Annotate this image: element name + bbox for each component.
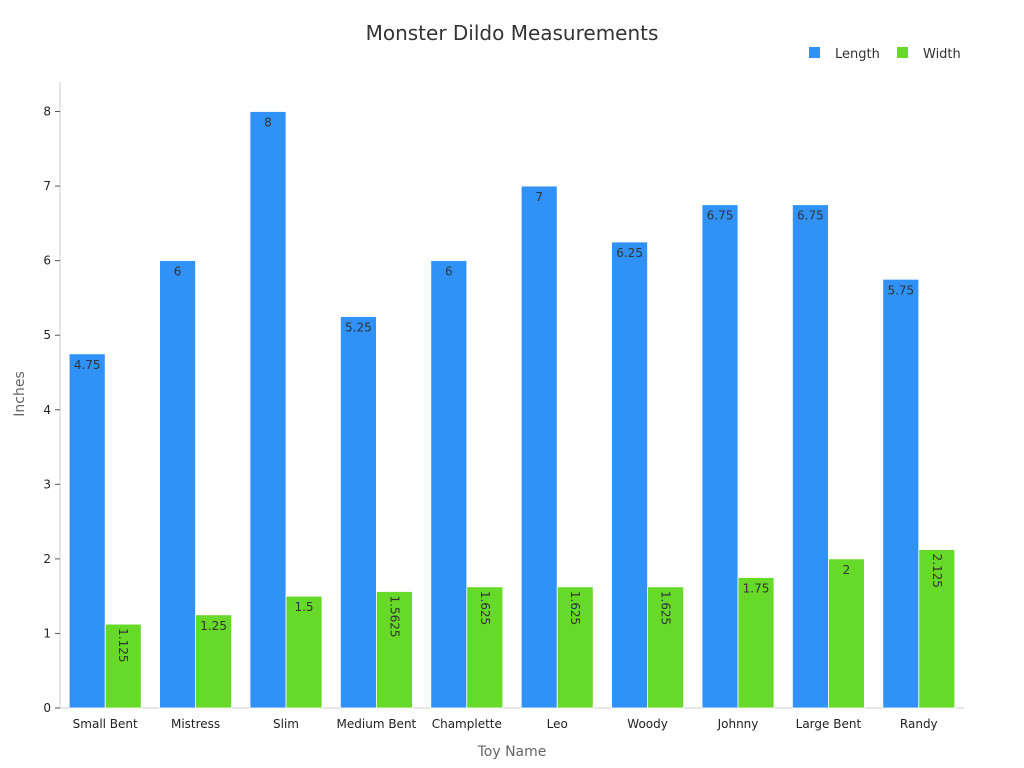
bar-length: [339, 316, 377, 709]
data-label-length: 5.25: [345, 321, 372, 335]
data-label-width: 2.125: [930, 554, 944, 588]
bar-width: [375, 591, 413, 709]
data-label-width: 1.25: [200, 619, 227, 633]
legend-swatch-length: [809, 47, 820, 58]
bar-length: [520, 185, 558, 709]
legend: Length Width: [809, 47, 961, 62]
legend-label-length: Length: [835, 47, 880, 62]
bar-length: [430, 260, 468, 709]
data-label-width: 1.625: [478, 591, 492, 625]
bar-width: [737, 577, 775, 709]
bar-length: [882, 278, 920, 709]
data-label-width: 1.5625: [387, 595, 401, 637]
x-tick-label: Johnny: [717, 717, 759, 731]
bar-length: [611, 241, 648, 709]
data-label-width: 2: [843, 563, 851, 577]
x-tick-label: Slim: [273, 717, 299, 731]
data-labels: 4.75 1.125 6 1.25 8 1.5 5.25 1.5625 6 1.625 7 1.625…: [74, 116, 944, 663]
data-label-width: 1.625: [568, 591, 582, 625]
bar-length: [792, 204, 829, 709]
y-axis-label: Inches: [12, 371, 28, 416]
chart-title: Monster Dildo Measurements: [366, 21, 659, 45]
bar-length: [701, 204, 739, 709]
y-tick-label: 1: [43, 626, 51, 640]
x-tick-label: Mistress: [171, 717, 220, 731]
data-label-length: 6: [445, 265, 453, 279]
legend-swatch-width: [897, 47, 908, 58]
data-label-width: 1.5: [294, 600, 313, 614]
x-axis-label: Toy Name: [477, 744, 547, 760]
y-tick-label: 8: [43, 105, 51, 119]
data-label-width: 1.75: [743, 582, 770, 596]
x-tick-label: Large Bent: [796, 717, 862, 731]
data-label-length: 6.75: [797, 209, 824, 223]
bar-width: [104, 623, 142, 709]
bar-length: [249, 111, 287, 709]
bar-width: [556, 586, 594, 709]
x-tick-label: Randy: [900, 717, 938, 731]
data-label-width: 1.125: [116, 628, 130, 662]
data-label-length: 8: [264, 116, 272, 130]
bar-width: [828, 558, 865, 709]
y-tick-label: 6: [43, 254, 51, 268]
data-label-length: 7: [535, 190, 543, 204]
x-axis: Small Bent Mistress Slim Medium Bent Chample…: [60, 707, 964, 731]
data-label-length: 6: [174, 265, 182, 279]
x-tick-label: Woody: [627, 717, 668, 731]
x-tick-label: Medium Bent: [337, 717, 417, 731]
y-tick-label: 5: [43, 328, 51, 342]
bar-width: [466, 586, 504, 709]
bar-length: [159, 260, 197, 709]
data-label-length: 4.75: [74, 358, 101, 372]
data-label-length: 5.75: [887, 283, 914, 297]
x-tick-label: Small Bent: [73, 717, 138, 731]
bar-width: [195, 614, 233, 709]
bars: [68, 111, 956, 709]
y-tick-label: 0: [43, 701, 51, 715]
bar-width: [647, 586, 684, 709]
y-tick-label: 7: [43, 179, 51, 193]
x-tick-label: Leo: [547, 717, 568, 731]
data-label-length: 6.75: [707, 209, 734, 223]
y-axis: 0 1 2 3 4 5 6 7 8: [43, 81, 61, 715]
data-label-width: 1.625: [659, 591, 673, 625]
bar-width: [918, 549, 956, 709]
legend-label-width: Width: [923, 47, 961, 62]
data-label-length: 6.25: [616, 246, 643, 260]
x-tick-label: Champlette: [432, 717, 502, 731]
y-tick-label: 2: [43, 552, 51, 566]
bar-width: [285, 595, 323, 709]
y-tick-label: 3: [43, 477, 51, 491]
bar-length: [68, 353, 106, 709]
y-tick-label: 4: [43, 403, 51, 417]
